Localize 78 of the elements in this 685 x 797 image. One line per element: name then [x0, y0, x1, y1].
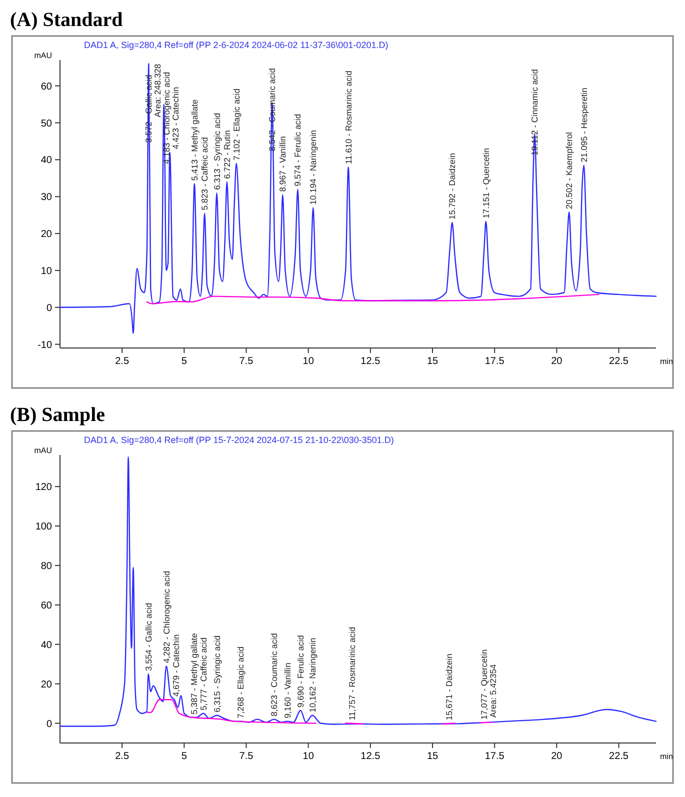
- y-tick-label: 60: [40, 600, 52, 612]
- annotation: 17,077 - Quercetin: [479, 649, 490, 720]
- chart-title: (B) Sample: [10, 404, 106, 426]
- x-tick-label: 10: [302, 356, 314, 367]
- annotation: 17.151 - Quercetin: [480, 148, 491, 218]
- annotation: 11,757 - Rosmarinic acid: [346, 626, 357, 720]
- annotation: 9,160 - Vanillin: [282, 662, 292, 718]
- y-tick-label: 0: [46, 718, 52, 730]
- annotation: 4.183 - Chlorogenic acid: [162, 72, 172, 164]
- annotation: 4,282 - Chlorogenic acid: [161, 570, 172, 664]
- annotation: 9,690 - Ferulic acid: [296, 634, 306, 708]
- annotation: 5.823 - Caffeic acid: [200, 136, 210, 210]
- annotation: 6.313 - Syringic acid: [212, 112, 222, 190]
- x-axis-title: min: [660, 752, 673, 761]
- y-tick-label: 50: [40, 118, 52, 130]
- x-tick-label: 7.5: [239, 751, 254, 762]
- x-tick-label: 15: [426, 356, 438, 367]
- annotation: 5,777 - Caffeic acid: [198, 637, 208, 710]
- x-tick-label: 5: [181, 751, 188, 762]
- x-tick-label: 22.5: [609, 751, 629, 762]
- chart-subtitle: DAD1 A, Sig=280,4 Ref=off (PP 2-6-2024 2024-06-02 11-37-36\001-0201.D): [84, 40, 388, 50]
- y-tick-label: 20: [40, 679, 52, 690]
- annotation: 21.095 - Hesperetin: [578, 87, 589, 162]
- annotation: 10.194 - Naringenin: [308, 130, 318, 205]
- annotation: 4,679 - Catechin: [171, 634, 182, 697]
- y-tick-label: 40: [40, 155, 52, 166]
- x-tick-label: 12.5: [360, 751, 381, 762]
- line-series: [59, 456, 657, 727]
- annotation: 3,554 - Gallic acid: [143, 602, 154, 671]
- y-tick-label: 100: [35, 522, 52, 533]
- x-tick-label: 20: [551, 356, 563, 367]
- x-tick-label: 10: [302, 751, 314, 762]
- annotation: 19.112 - Cinnamic acid: [530, 68, 540, 156]
- y-tick-label: 0: [46, 302, 52, 314]
- annotation: 10,162 - Naringenin: [307, 637, 318, 712]
- annotation: 4.423 - Catechin: [170, 86, 181, 150]
- x-tick-label: 12.5: [360, 356, 381, 367]
- x-tick-label: 7.5: [239, 356, 254, 367]
- chart-subtitle: DAD1 A, Sig=280,4 Ref=off (PP 15-7-2024 2024-07-15 21-10-22\030-3501.D): [84, 435, 394, 445]
- x-tick-label: 2.5: [115, 751, 130, 762]
- x-tick-label: 17.5: [484, 751, 505, 762]
- y-tick-label: 20: [40, 229, 52, 240]
- x-tick-label: 2.5: [115, 356, 130, 367]
- y-tick-label: -10: [38, 340, 52, 351]
- annotation: Area: 248.328: [152, 64, 163, 118]
- annotation: 8,623 - Coumaric acid: [269, 632, 280, 716]
- y-tick-label: 80: [40, 560, 52, 572]
- y-tick-label: 60: [40, 81, 52, 92]
- chart-title: (A) Standard: [10, 9, 123, 31]
- annotation: 15.792 - Daidzein: [447, 152, 458, 220]
- annotation: 9.574 - Ferulic acid: [292, 114, 303, 186]
- annotation: 20.502 - Kaempferol: [564, 132, 574, 210]
- x-tick-label: 20: [551, 751, 563, 762]
- annotation: 8.542 - Coumaric acid: [267, 68, 278, 152]
- annotation: Area: 5.42354: [488, 664, 498, 718]
- y-tick-label: 40: [40, 640, 52, 651]
- annotation: 6,315 - Syringic acid: [212, 635, 222, 712]
- y-tick-label: 10: [40, 266, 52, 277]
- line-series: [146, 294, 600, 304]
- annotation: 3.572 - Gallic acid: [144, 74, 154, 143]
- annotation: 6.722 - Rutin: [222, 130, 232, 179]
- x-tick-label: 5: [181, 356, 188, 367]
- x-tick-label: 15: [426, 751, 438, 762]
- line-series: [59, 63, 657, 334]
- y-axis-title: mAU: [34, 446, 52, 455]
- annotation: 7.102 - Ellagic acid: [231, 88, 242, 160]
- annotation: 5,387 - Methyl gallate: [188, 632, 199, 714]
- y-tick-label: 30: [40, 192, 52, 204]
- x-tick-label: 22.5: [609, 356, 629, 367]
- annotation: 11.610 - Rosmarinic acid: [343, 70, 354, 164]
- annotation: 5.413 - Methyl gallate: [189, 99, 200, 181]
- annotation: 15,671 - Daidzein: [444, 653, 454, 720]
- y-tick-label: 120: [35, 482, 52, 494]
- y-axis-title: mAU: [34, 51, 52, 60]
- x-axis-title: min: [660, 357, 673, 366]
- x-tick-label: 17.5: [484, 356, 505, 367]
- annotation: 7,268 - Ellagic acid: [235, 646, 246, 718]
- annotation: 8.967 - Vanillin: [278, 136, 288, 192]
